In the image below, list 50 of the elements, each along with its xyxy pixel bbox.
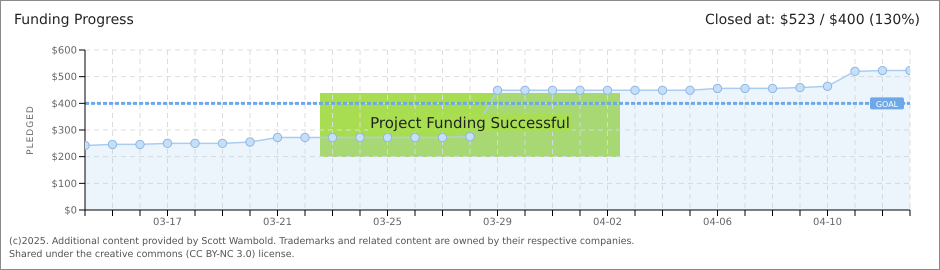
x-tick-label: 03-17 <box>152 217 182 228</box>
x-tick-label: 04-10 <box>812 217 842 228</box>
x-tick-label: 03-25 <box>372 217 402 228</box>
y-tick-label: $600 <box>52 46 77 57</box>
y-axis-title: PLEDGED <box>26 105 36 155</box>
point <box>162 138 172 148</box>
point <box>740 84 750 94</box>
point <box>355 132 365 142</box>
point <box>850 66 860 76</box>
point <box>190 138 200 148</box>
x-tick-label: 04-02 <box>592 217 622 228</box>
point <box>658 86 668 95</box>
point <box>602 86 612 95</box>
point <box>218 138 228 148</box>
point <box>272 132 282 142</box>
ref-line-label: GOAL <box>876 100 899 109</box>
point <box>300 132 310 142</box>
text: (c)2025. Additional content provided by Scott Wambold. Trademarks and related content are owned by their respective companies. <box>9 236 634 247</box>
x-tick-label: 04-06 <box>702 217 732 228</box>
y-tick-label: $0 <box>64 206 77 217</box>
chart-subtitle: Closed at: $523 / $400 (130%) <box>705 12 920 28</box>
x-tick-label: 03-21 <box>262 217 292 228</box>
point <box>382 132 392 142</box>
x-tick-label: 03-29 <box>482 217 512 228</box>
point <box>438 132 448 142</box>
point <box>768 84 778 94</box>
point <box>245 137 255 147</box>
point <box>135 140 145 150</box>
point <box>465 132 475 142</box>
text: Shared under the creative commons (CC BY-NC 3.0) license. <box>9 249 295 260</box>
annotation: Project Funding Successful <box>368 114 572 132</box>
point <box>492 86 502 95</box>
point <box>822 82 832 91</box>
y-tick-label: $400 <box>52 98 77 110</box>
point <box>410 132 420 142</box>
chart-title: Funding Progress <box>14 12 134 28</box>
point <box>520 86 530 95</box>
y-tick-label: $300 <box>52 126 77 137</box>
point <box>548 86 558 95</box>
y-tick-label: $500 <box>52 72 77 84</box>
point <box>108 140 118 150</box>
point <box>685 86 695 95</box>
point <box>630 86 640 95</box>
point <box>575 86 585 95</box>
y-tick-label: $200 <box>52 152 77 164</box>
point <box>795 82 805 92</box>
point <box>712 84 722 94</box>
point <box>328 132 338 142</box>
point <box>878 66 888 76</box>
y-tick-label: $100 <box>52 178 77 190</box>
